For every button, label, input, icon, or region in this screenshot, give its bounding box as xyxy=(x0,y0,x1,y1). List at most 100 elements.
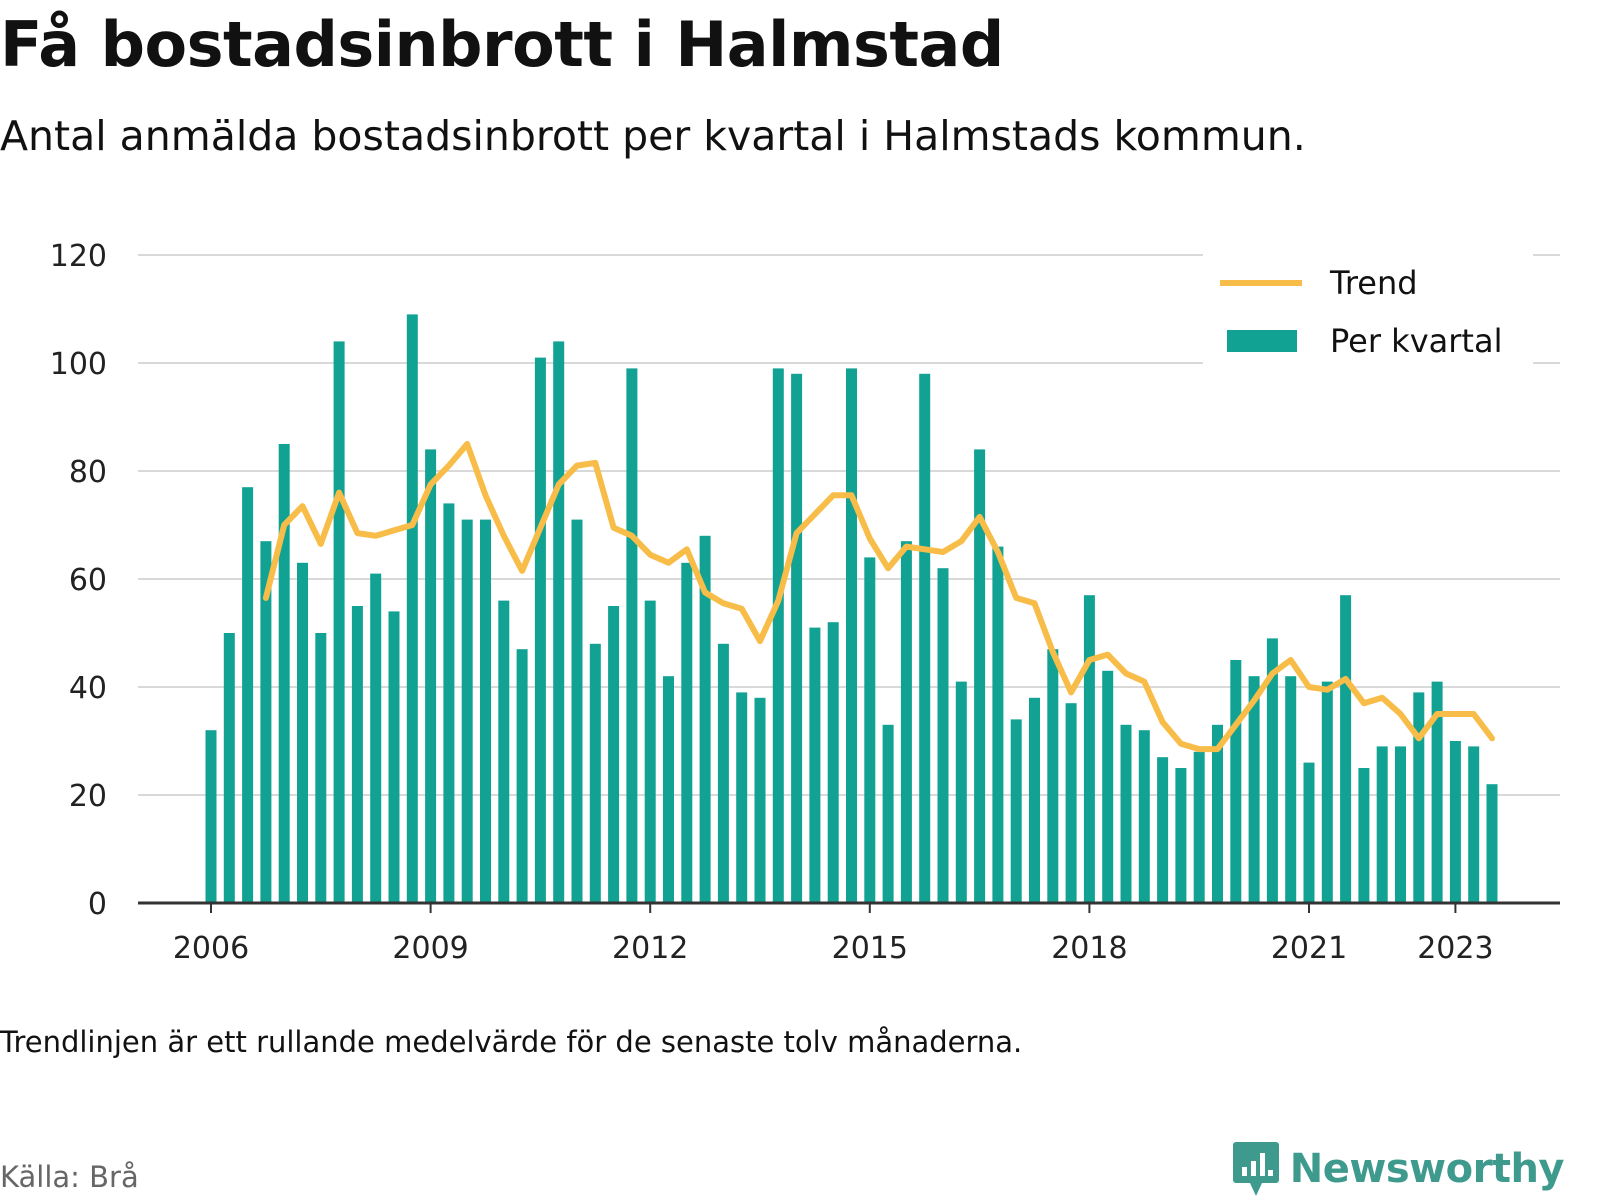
bar xyxy=(1395,746,1406,903)
bar xyxy=(480,519,491,903)
bar xyxy=(1157,757,1169,903)
bar xyxy=(534,357,546,904)
legend: Trend Per kvartal xyxy=(1203,248,1533,366)
y-tick-label: 0 xyxy=(88,887,107,922)
y-tick-label: 20 xyxy=(69,779,107,814)
bar xyxy=(516,649,528,903)
chart-area: 0 20 40 60 80 100 120 2006 2009 2012 2015 2018 2021… xyxy=(50,239,1560,966)
bar xyxy=(754,697,766,903)
y-axis-ticks: 0 20 40 60 80 100 120 xyxy=(50,239,107,922)
bar xyxy=(717,643,729,903)
bar xyxy=(1047,649,1059,903)
y-tick-label: 80 xyxy=(69,455,107,490)
bar xyxy=(1212,724,1223,903)
bar xyxy=(772,368,784,903)
bar xyxy=(370,573,382,903)
legend-per-kvartal-swatch xyxy=(1227,330,1297,352)
bar xyxy=(333,341,345,903)
bar xyxy=(791,373,803,903)
bars-per-kvartal xyxy=(205,314,1498,904)
bar xyxy=(955,681,967,903)
bar xyxy=(1083,595,1095,903)
chart-subtitle: Antal anmälda bostadsinbrott per kvartal… xyxy=(0,112,1306,160)
bar xyxy=(1193,751,1205,903)
bar xyxy=(919,373,931,903)
bar xyxy=(900,541,912,903)
bar xyxy=(937,568,949,903)
bar xyxy=(1138,730,1150,903)
x-tick-label: 2012 xyxy=(612,931,688,966)
bar xyxy=(827,622,839,903)
y-tick-label: 100 xyxy=(50,347,107,382)
bar xyxy=(315,633,327,903)
x-axis-ticks: 2006 2009 2012 2015 2018 2021 2023 xyxy=(173,903,1494,966)
bar xyxy=(1303,762,1315,903)
bar xyxy=(260,541,272,903)
bar xyxy=(443,503,455,903)
bar xyxy=(1340,595,1352,903)
bar xyxy=(1486,784,1498,903)
legend-label-trend: Trend xyxy=(1329,264,1418,302)
bar xyxy=(1266,638,1278,903)
bar xyxy=(297,562,308,903)
source-credit: Källa: Brå xyxy=(0,1160,139,1194)
bar xyxy=(644,600,656,903)
bar xyxy=(571,519,583,903)
bar xyxy=(1120,724,1132,903)
bar xyxy=(1413,692,1425,903)
bar xyxy=(498,600,510,903)
x-tick-label: 2018 xyxy=(1051,931,1127,966)
newsworthy-icon xyxy=(1232,1142,1279,1196)
y-tick-label: 40 xyxy=(69,671,107,706)
bar xyxy=(809,627,821,903)
bar xyxy=(1431,681,1443,903)
bar xyxy=(388,611,400,903)
bar xyxy=(1175,768,1187,903)
bar xyxy=(1065,703,1077,903)
bar xyxy=(1468,746,1480,903)
footnote: Trendlinjen är ett rullande medelvärde f… xyxy=(0,1025,1023,1059)
legend-label-per-kvartal: Per kvartal xyxy=(1330,322,1502,360)
bar xyxy=(205,730,217,903)
bar xyxy=(882,724,894,903)
bar xyxy=(681,562,693,903)
bar xyxy=(1010,719,1022,903)
trend-line xyxy=(262,441,1495,753)
bar xyxy=(736,692,748,903)
bar xyxy=(461,519,473,903)
bar xyxy=(278,444,290,903)
x-tick-label: 2015 xyxy=(832,931,908,966)
x-tick-label: 2021 xyxy=(1271,931,1347,966)
bar xyxy=(992,546,1004,903)
bar xyxy=(223,633,235,903)
bar xyxy=(1102,670,1114,903)
y-tick-label: 60 xyxy=(69,563,107,598)
bar xyxy=(1358,768,1370,903)
bar xyxy=(864,557,876,903)
bar xyxy=(1449,741,1461,903)
bar xyxy=(626,368,638,903)
trend-line-group xyxy=(262,441,1495,753)
bar xyxy=(663,676,674,903)
chart-title: Få bostadsinbrott i Halmstad xyxy=(0,8,1004,81)
bar xyxy=(699,535,711,903)
bar xyxy=(1230,660,1242,903)
y-tick-label: 120 xyxy=(50,239,107,274)
bar xyxy=(1376,746,1388,903)
bar xyxy=(1029,697,1040,903)
bar xyxy=(846,368,857,903)
bar xyxy=(1285,676,1297,903)
brand-name: Newsworthy xyxy=(1289,1146,1565,1192)
bar xyxy=(1248,676,1260,903)
bar xyxy=(553,341,565,903)
bar xyxy=(608,606,620,903)
bar xyxy=(589,643,601,903)
x-tick-label: 2006 xyxy=(173,931,249,966)
bar xyxy=(1321,681,1333,903)
bar xyxy=(351,606,363,903)
bar xyxy=(406,314,418,903)
x-tick-label: 2023 xyxy=(1417,931,1493,966)
bar xyxy=(242,487,254,903)
brand-logo: Newsworthy xyxy=(1232,1140,1565,1198)
x-tick-label: 2009 xyxy=(392,931,468,966)
